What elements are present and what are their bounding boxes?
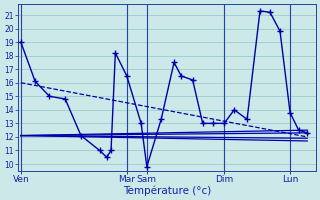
X-axis label: Température (°c): Température (°c)	[123, 185, 211, 196]
